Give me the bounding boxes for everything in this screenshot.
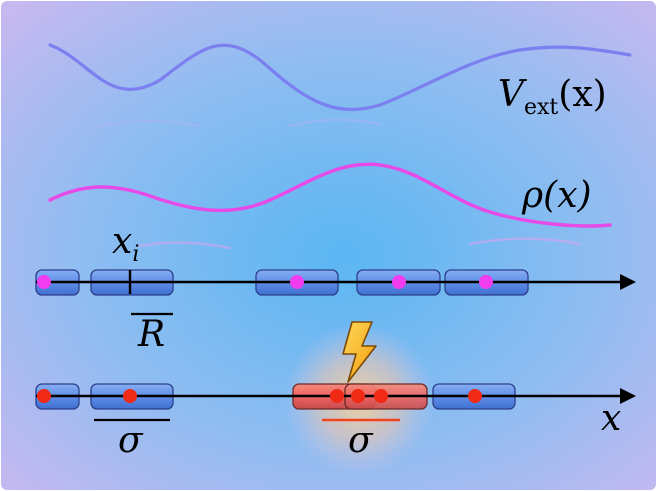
sigma-center-label: σ: [348, 420, 374, 461]
sigma-dot: [468, 389, 482, 403]
v-ext-label: Vext(x): [498, 74, 607, 120]
v-ext-curve: [48, 43, 632, 111]
lower-axis-arrowhead: [620, 388, 636, 404]
rho-dot: [392, 275, 406, 289]
sigma-left-label: σ: [118, 420, 144, 461]
lightning-bolt-icon: [342, 321, 377, 383]
x-i-label: xi: [112, 221, 139, 267]
rho-label: ρ(x): [521, 175, 592, 216]
rho-bead-row: [35, 269, 636, 296]
sigma-bead-row: [35, 383, 636, 410]
rho-dot: [479, 275, 493, 289]
sigma-dot: [351, 389, 365, 403]
sigma-dot: [330, 389, 344, 403]
r-label: R: [137, 314, 165, 355]
rho-dot: [290, 275, 304, 289]
upper-axis-arrowhead: [620, 274, 636, 290]
sigma-dot: [374, 389, 388, 403]
sigma-dot: [123, 389, 137, 403]
v-ext-curve-reflection: [88, 118, 382, 130]
rho-curve-reflection: [138, 237, 582, 250]
x-axis-label: x: [601, 398, 621, 439]
sigma-dot: [37, 389, 51, 403]
rho-curve: [48, 162, 612, 228]
rho-dot: [37, 275, 51, 289]
